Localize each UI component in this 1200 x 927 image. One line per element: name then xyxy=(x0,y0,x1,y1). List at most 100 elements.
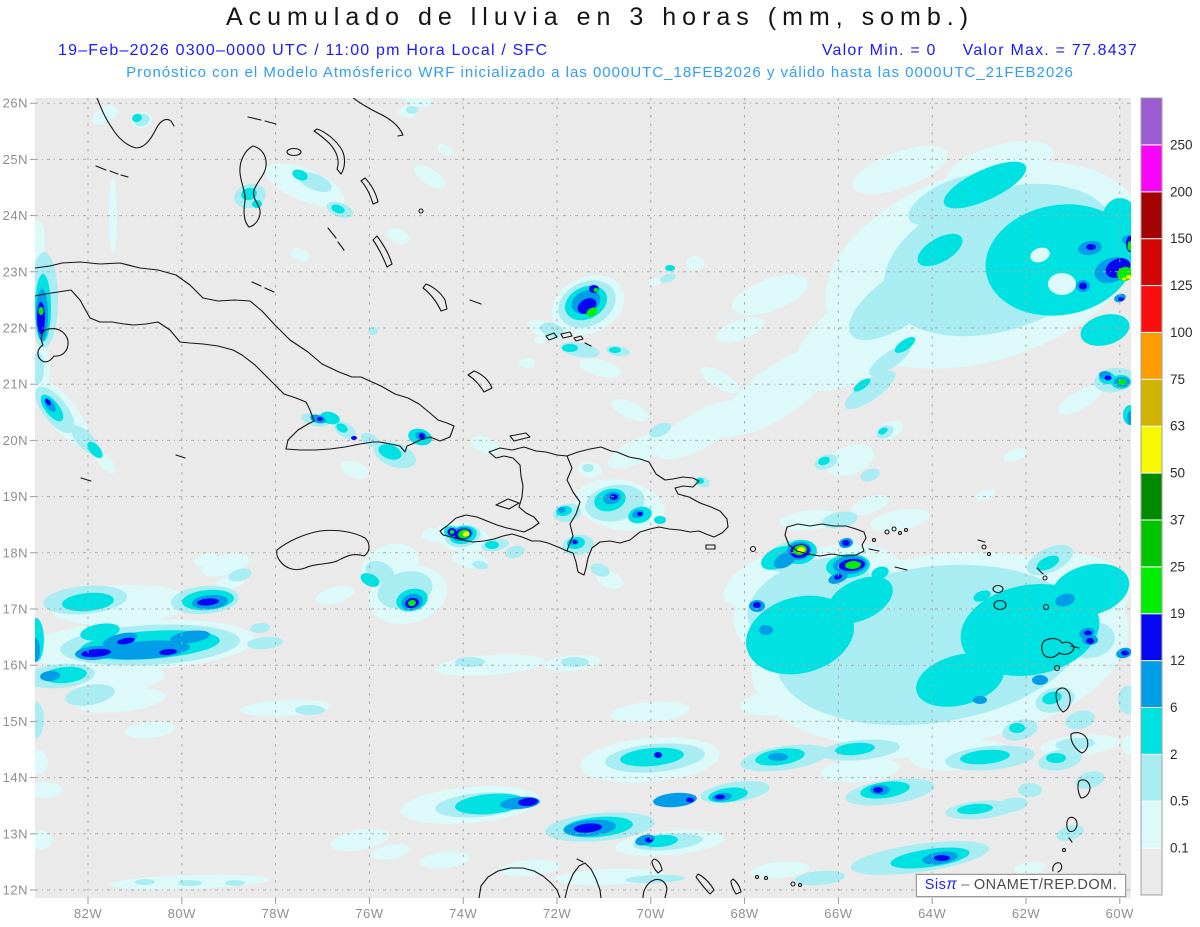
colorbar-label: 200 xyxy=(1170,184,1193,199)
islet-dot xyxy=(754,874,760,880)
pi-logo-glyph: π xyxy=(946,876,958,893)
rain-cell xyxy=(420,851,470,869)
rain-cell xyxy=(360,573,380,587)
rain-cell xyxy=(788,329,872,391)
rain-cell xyxy=(170,630,210,644)
rain-cell xyxy=(500,859,560,877)
lon-label: 60W xyxy=(1106,906,1134,921)
islet-dash xyxy=(977,539,986,543)
rain-cell xyxy=(665,265,675,271)
colorbar-segment xyxy=(1140,519,1163,568)
rain-cell xyxy=(562,344,578,352)
colorbar-segment xyxy=(1140,800,1163,849)
rain-cell xyxy=(660,273,676,283)
colorbar-segment xyxy=(1140,97,1163,146)
rain-cell xyxy=(534,336,546,344)
lon-label: 76W xyxy=(355,906,383,921)
rain-cell xyxy=(292,169,308,181)
rain-cell xyxy=(340,460,370,480)
rain-cell xyxy=(135,879,155,885)
rain-cell xyxy=(406,106,418,114)
colorbar-segment xyxy=(1140,378,1163,427)
rain-cell xyxy=(722,382,798,438)
colorbar-segment xyxy=(1140,238,1163,287)
rain-cell xyxy=(193,553,217,567)
islet-dash xyxy=(109,170,119,175)
rain-cell xyxy=(873,787,883,793)
rain-cell xyxy=(934,855,950,861)
lon-label: 68W xyxy=(730,906,758,921)
rain-cell xyxy=(117,637,135,645)
lon-label: 82W xyxy=(74,906,102,921)
rain-cell xyxy=(1055,737,1095,751)
islet-dash xyxy=(894,566,908,571)
coastline xyxy=(1041,638,1075,658)
rain-cell xyxy=(561,657,589,667)
rain-cell xyxy=(35,220,45,260)
rain-cell xyxy=(845,560,861,570)
rain-cell xyxy=(648,422,672,438)
islet-dash xyxy=(1036,567,1044,575)
coastline xyxy=(642,878,668,898)
rain-cell xyxy=(853,378,871,392)
coastline xyxy=(422,283,448,312)
rain-cell xyxy=(834,574,842,580)
rain-cell xyxy=(368,327,378,335)
rain-cell xyxy=(653,792,697,808)
rain-cell xyxy=(35,830,52,850)
rain-cell xyxy=(1057,385,1103,415)
colorbar-label: 19 xyxy=(1170,606,1185,621)
rain-cell xyxy=(449,530,455,534)
rain-cell xyxy=(437,144,453,156)
rain-cell xyxy=(844,370,896,410)
rain-cell xyxy=(290,248,310,262)
rain-cell xyxy=(422,528,442,542)
model-info-label: Pronóstico con el Modelo Atmósferico WRF… xyxy=(126,64,1074,81)
colorbar-segment xyxy=(1140,425,1163,474)
rain-cell xyxy=(759,625,773,635)
rain-cell xyxy=(414,165,446,189)
coastline xyxy=(276,529,370,571)
colorbar-segment xyxy=(1140,706,1163,755)
islet-dash xyxy=(264,120,277,125)
rain-cell xyxy=(455,657,485,667)
colorbar-segment xyxy=(1140,285,1163,333)
rain-cell xyxy=(1102,198,1131,242)
rain-cell xyxy=(317,417,323,421)
rain-cell xyxy=(250,622,270,634)
rain-cell xyxy=(1009,723,1025,733)
islet-dash xyxy=(251,281,262,287)
rain-cell xyxy=(505,545,525,559)
rain-cell xyxy=(637,512,643,516)
rain-cell xyxy=(917,233,963,267)
rain-cell xyxy=(197,598,219,606)
islet-dash xyxy=(1068,837,1073,843)
islet-dash xyxy=(584,342,592,347)
rain-cell xyxy=(590,563,610,577)
rain-cell xyxy=(1056,825,1084,841)
rain-cell xyxy=(835,742,875,756)
lon-label: 62W xyxy=(1012,906,1040,921)
lon-label: 64W xyxy=(918,906,946,921)
rain-cell xyxy=(860,468,880,482)
rain-cell xyxy=(985,204,1131,316)
islet-dot xyxy=(1061,847,1067,853)
colorbar-label: 6 xyxy=(1170,700,1178,715)
islet-dash xyxy=(469,299,482,305)
rain-cell xyxy=(578,358,622,378)
rain-cell xyxy=(957,803,993,815)
colorbar-label: 12 xyxy=(1170,653,1185,668)
rain-cell xyxy=(370,844,410,860)
rain-cell xyxy=(1065,710,1095,730)
rain-cell xyxy=(1014,861,1046,875)
islet-dash xyxy=(120,174,129,178)
lon-label: 78W xyxy=(261,906,289,921)
rain-cell xyxy=(40,670,60,682)
rain-cell xyxy=(610,701,690,723)
rain-cell xyxy=(795,870,845,886)
lat-label: 15N xyxy=(3,714,28,729)
coastline xyxy=(1055,687,1071,713)
rain-cell xyxy=(1122,277,1126,281)
rain-cell xyxy=(745,595,855,675)
